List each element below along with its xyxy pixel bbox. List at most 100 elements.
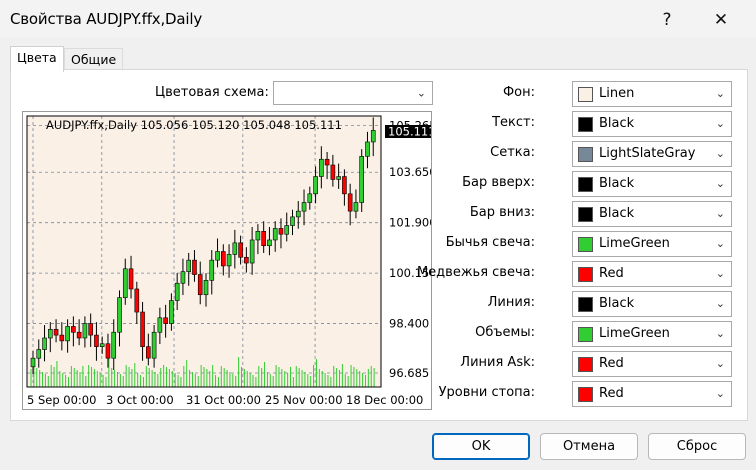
property-label: Уровни стопа:: [438, 385, 535, 400]
candle-body: [174, 282, 180, 301]
property-label: Медвежья свеча:: [416, 265, 535, 280]
chevron-down-icon: ⌄: [715, 87, 725, 100]
color-swatch: [578, 357, 593, 372]
candles: [30, 117, 376, 375]
candle-body: [319, 158, 324, 177]
candle-body: [30, 357, 36, 368]
candle-body: [65, 326, 70, 342]
candle-body: [186, 259, 191, 272]
chevron-down-icon: ⌄: [715, 147, 725, 160]
candle-body: [347, 193, 353, 212]
candle-body: [267, 239, 272, 247]
candle-body: [307, 193, 313, 203]
tab-common[interactable]: Общие: [64, 48, 124, 71]
date-tick-label: 3 Oct 00:00: [106, 393, 174, 407]
candle-body: [128, 268, 134, 290]
candle-body: [146, 346, 151, 359]
candle-body: [99, 343, 105, 347]
property-color-select[interactable]: LimeGreen ⌄: [572, 321, 732, 347]
chevron-down-icon: ⌄: [715, 177, 725, 190]
property-label: Бычья свеча:: [445, 235, 535, 250]
property-value: Black: [599, 296, 635, 311]
candle-body: [203, 280, 209, 296]
property-value: LimeGreen: [599, 326, 670, 341]
candle-body: [261, 231, 266, 247]
chevron-down-icon: ⌄: [715, 237, 725, 250]
ok-button[interactable]: OK: [432, 433, 530, 460]
candle-body: [197, 274, 203, 296]
candle-body: [180, 271, 186, 284]
candle-body: [209, 259, 215, 281]
candle-body: [370, 130, 376, 143]
title-bar: Свойства AUDJPY.ffx,Daily ? ✕: [0, 0, 756, 38]
property-value: Black: [599, 116, 635, 131]
property-label: Фон:: [502, 85, 535, 100]
candle-body: [151, 331, 157, 359]
property-row: Бычья свеча: LimeGreen ⌄: [332, 231, 732, 257]
property-color-select[interactable]: LightSlateGray ⌄: [572, 141, 732, 167]
property-color-select[interactable]: Red ⌄: [572, 381, 732, 407]
current-price-label: 105.111: [388, 125, 431, 139]
candle-body: [232, 242, 238, 255]
color-swatch: [578, 327, 593, 342]
property-label: Линия Ask:: [460, 355, 535, 370]
property-color-select[interactable]: Linen ⌄: [572, 81, 732, 107]
color-swatch: [578, 387, 593, 402]
volume-bars: [30, 357, 375, 387]
candle-body: [330, 164, 336, 180]
candle-body: [290, 216, 295, 226]
color-swatch: [578, 267, 593, 282]
color-swatch: [578, 87, 593, 102]
candle-body: [71, 326, 76, 333]
candle-body: [249, 239, 255, 264]
candle-body: [134, 288, 140, 313]
cancel-button[interactable]: Отмена: [540, 433, 638, 460]
property-label: Бар вверх:: [462, 175, 535, 190]
candle-body: [76, 331, 82, 339]
property-value: LimeGreen: [599, 236, 670, 251]
property-row: Уровни стопа: Red ⌄: [332, 381, 732, 407]
help-icon[interactable]: ?: [662, 10, 672, 30]
property-value: LightSlateGray: [599, 146, 696, 161]
color-swatch: [578, 117, 593, 132]
chart-svg: AUDJPY.ffx,Daily 105.056 105.120 105.048…: [26, 115, 437, 407]
color-swatch: [578, 147, 593, 162]
property-color-select[interactable]: Black ⌄: [572, 111, 732, 137]
candle-body: [353, 202, 359, 212]
date-tick-label: 5 Sep 00:00: [27, 393, 96, 407]
property-color-select[interactable]: Black ⌄: [572, 291, 732, 317]
candle-body: [163, 317, 168, 324]
candle-body: [215, 251, 220, 261]
property-value: Red: [599, 386, 624, 401]
property-label: Сетка:: [490, 145, 535, 160]
candle-body: [255, 231, 261, 241]
candle-body: [169, 300, 174, 324]
tab-colors[interactable]: Цвета: [10, 46, 64, 72]
chart-header: AUDJPY.ffx,Daily 105.056 105.120 105.048…: [46, 118, 342, 132]
candle-body: [359, 156, 365, 203]
candle-body: [295, 210, 301, 218]
candle-body: [53, 329, 59, 336]
date-tick-label: 31 Oct 00:00: [186, 393, 261, 407]
candle-body: [42, 337, 47, 350]
property-color-select[interactable]: Red ⌄: [572, 351, 732, 377]
price-tick-label: 100.150: [389, 266, 431, 280]
close-icon[interactable]: ✕: [713, 10, 729, 30]
price-tick-label: 98.400: [389, 317, 429, 331]
property-row: Текст: Black ⌄: [332, 111, 732, 137]
color-swatch: [578, 237, 593, 252]
color-scheme-select[interactable]: ⌄: [273, 81, 433, 105]
chart-preview: AUDJPY.ffx,Daily 105.056 105.120 105.048…: [22, 111, 437, 410]
chevron-down-icon: ⌄: [715, 357, 725, 370]
property-row: Бар вверх: Black ⌄: [332, 171, 732, 197]
candle-body: [192, 259, 197, 275]
candle-body: [226, 254, 232, 267]
property-color-select[interactable]: Black ⌄: [572, 171, 732, 197]
property-row: Бар вниз: Black ⌄: [332, 201, 732, 227]
property-color-select[interactable]: Red ⌄: [572, 261, 732, 287]
candle-body: [140, 311, 145, 347]
price-tick-label: 101.900: [389, 216, 431, 230]
reset-button[interactable]: Сброс: [648, 433, 746, 460]
property-color-select[interactable]: LimeGreen ⌄: [572, 231, 732, 257]
property-color-select[interactable]: Black ⌄: [572, 201, 732, 227]
